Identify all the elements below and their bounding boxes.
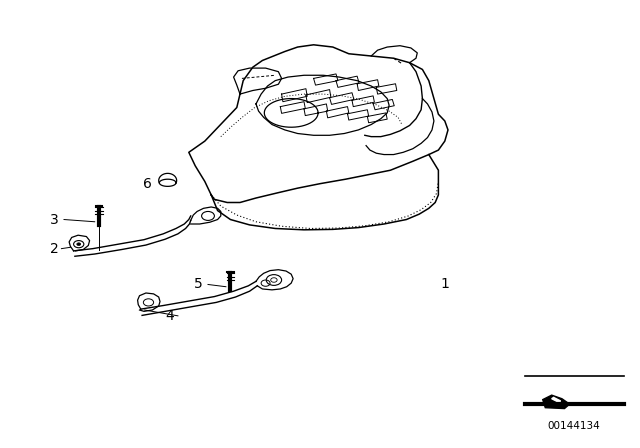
- Text: 00144134: 00144134: [548, 422, 600, 431]
- Polygon shape: [543, 395, 570, 409]
- Text: 1: 1: [440, 277, 449, 292]
- Circle shape: [77, 243, 81, 246]
- Text: 3: 3: [50, 212, 59, 227]
- Text: 4: 4: [165, 309, 174, 323]
- Text: 5: 5: [194, 277, 203, 292]
- Polygon shape: [552, 397, 561, 402]
- Text: 2: 2: [50, 241, 59, 256]
- Text: 6: 6: [143, 177, 152, 191]
